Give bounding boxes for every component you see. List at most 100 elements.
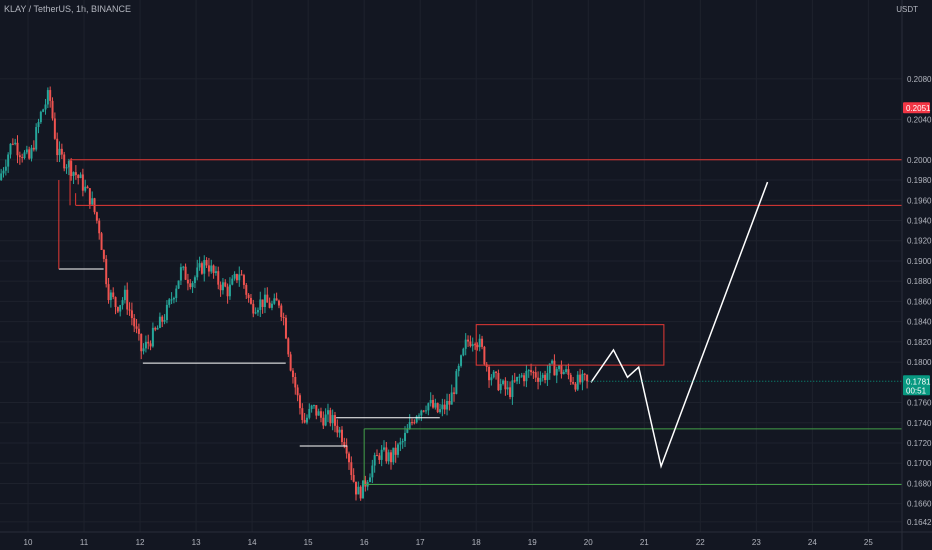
y-tick-label: 0.1880: [907, 277, 932, 286]
chart-grid: [0, 0, 902, 532]
candle-up: [312, 405, 315, 407]
candle-down: [322, 417, 325, 426]
candle-down: [347, 453, 350, 463]
price-axis[interactable]: 0.2080 0.2040 0.2000 0.1980 0.1960 0.1940 0.19…: [901, 0, 932, 550]
candle-up: [35, 127, 38, 150]
candle-down: [63, 154, 66, 169]
candle-up: [511, 380, 514, 398]
candle-down: [513, 380, 516, 382]
candle-down: [219, 284, 222, 291]
candle-up: [429, 399, 432, 404]
y-tick-label: 0.2000: [907, 156, 932, 165]
time-axis[interactable]: 10 11 12 13 14 15 16 17 18 19 20 21 22 23 24 25: [0, 531, 932, 547]
candle-up: [91, 198, 94, 205]
candle-down: [114, 297, 117, 308]
candle-down: [186, 279, 189, 284]
candle-down: [390, 452, 393, 463]
candle-up: [67, 161, 70, 168]
x-tick-label: 18: [472, 538, 481, 547]
candle-up: [142, 348, 145, 352]
candle-down: [495, 371, 498, 373]
x-tick-label: 11: [80, 538, 89, 547]
candle-down: [476, 344, 479, 348]
candle-up: [156, 327, 159, 330]
candle-down: [77, 175, 80, 179]
candle-up: [371, 465, 374, 478]
candle-down: [49, 90, 52, 101]
candle-up: [565, 369, 568, 372]
candle-up: [172, 298, 175, 300]
candle-down: [315, 405, 318, 416]
candle-down: [200, 263, 203, 274]
price-tag-red-label: 0.2051: [906, 104, 931, 113]
candle-up: [72, 172, 75, 176]
candle-up: [399, 442, 402, 445]
candle-down: [296, 387, 299, 396]
candle-down: [343, 442, 346, 447]
candle-down: [560, 365, 563, 375]
candle-up: [39, 111, 42, 123]
candle-down: [95, 212, 98, 221]
candle-down: [247, 294, 250, 298]
candle-up: [191, 283, 194, 288]
candle-up: [441, 404, 444, 410]
candle-down: [207, 265, 210, 272]
candle-down: [21, 157, 24, 159]
candle-up: [163, 320, 166, 322]
x-tick-label: 10: [24, 538, 33, 547]
candle-down: [474, 344, 477, 346]
candle-down: [432, 399, 435, 408]
candle-down: [18, 155, 21, 158]
candle-down: [102, 249, 105, 259]
candle-up: [516, 376, 519, 382]
candle-down: [481, 338, 484, 347]
candle-down: [572, 381, 575, 384]
candle-down: [224, 282, 227, 287]
candle-down: [88, 188, 91, 205]
candle-down: [376, 455, 379, 457]
x-tick-label: 21: [640, 538, 649, 547]
candle-up: [151, 327, 154, 347]
candle-up: [58, 148, 61, 156]
x-tick-label: 23: [752, 538, 761, 547]
candle-up: [331, 415, 334, 424]
candle-up: [338, 429, 341, 433]
candle-up: [270, 303, 273, 308]
candle-down: [16, 142, 19, 156]
candle-up: [308, 408, 311, 418]
candle-up: [406, 428, 409, 433]
candle-down: [287, 338, 290, 355]
candle-down: [467, 339, 470, 342]
candle-up: [310, 405, 313, 409]
candle-down: [354, 481, 357, 495]
candle-up: [254, 312, 257, 314]
candle-down: [569, 374, 572, 382]
candle-down: [268, 302, 271, 308]
candle-up: [221, 282, 224, 291]
candle-up: [25, 149, 28, 153]
y-tick-label: 0.1800: [907, 358, 932, 367]
candle-up: [228, 284, 231, 297]
candle-up: [401, 440, 404, 443]
candle-up: [357, 486, 360, 495]
candle-down: [413, 422, 416, 424]
x-tick-label: 13: [192, 538, 201, 547]
candle-up: [520, 375, 523, 377]
candle-up: [193, 277, 196, 284]
candle-down: [574, 383, 577, 390]
candle-up: [317, 411, 320, 416]
candle-up: [581, 373, 584, 383]
candle-down: [51, 100, 54, 119]
y-tick-label: 0.1660: [907, 500, 932, 509]
candle-up: [170, 299, 173, 301]
candle-down: [319, 411, 322, 418]
candle-down: [275, 298, 278, 301]
candle-up: [576, 374, 579, 390]
candle-up: [165, 304, 168, 321]
candle-down: [329, 410, 332, 424]
candle-up: [121, 300, 124, 306]
currency-label: USDT: [896, 5, 918, 14]
price-tag-countdown: 00:51: [906, 386, 927, 395]
